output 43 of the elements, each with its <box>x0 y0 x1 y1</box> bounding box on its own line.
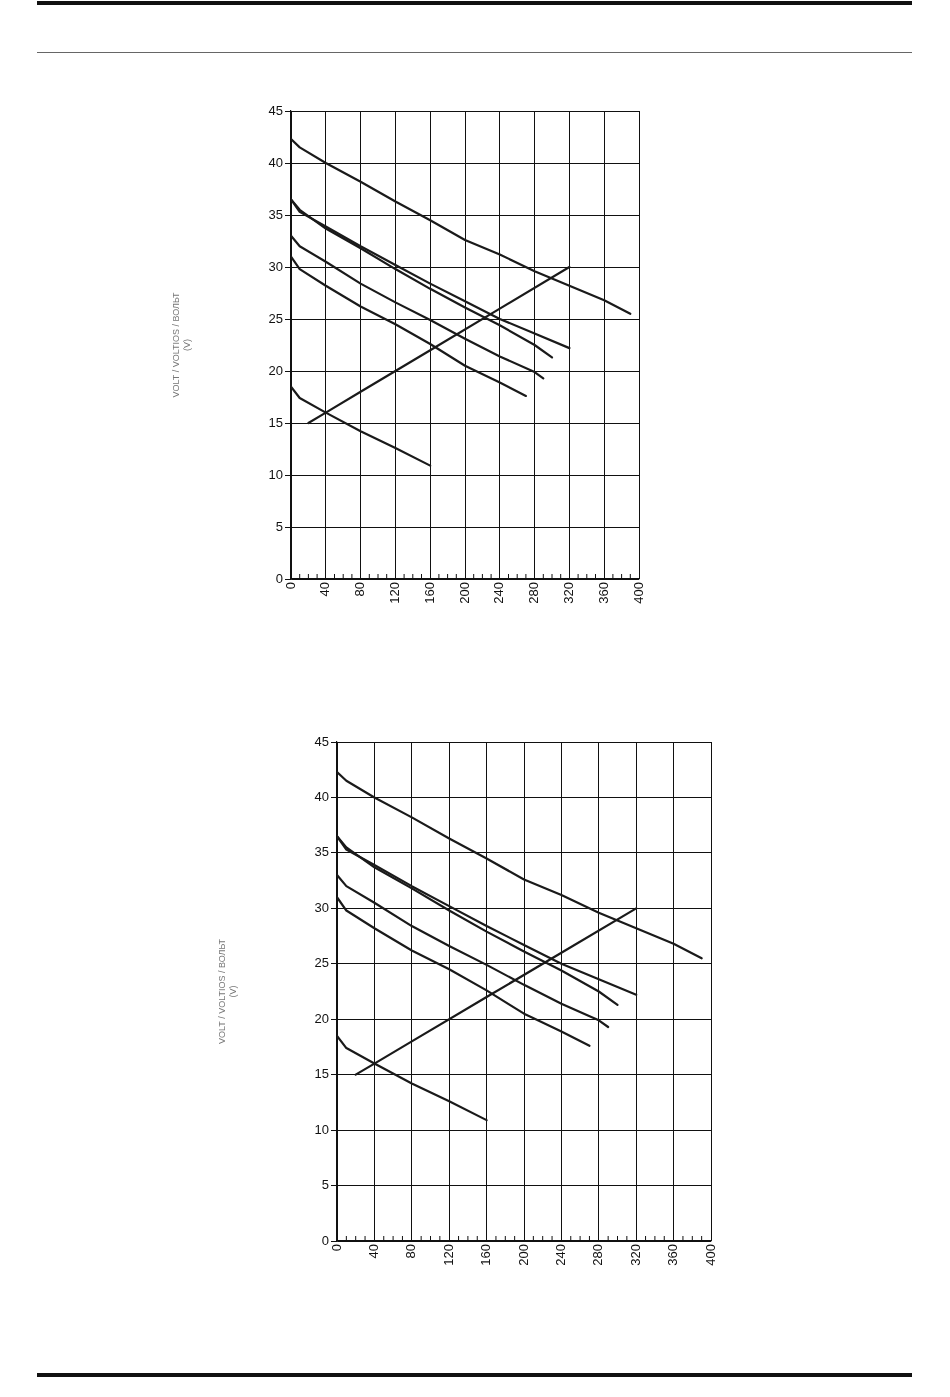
x-tick-label: 120 <box>386 582 402 604</box>
y-tick-label: 5 <box>275 518 283 534</box>
x-tick-label: 360 <box>595 582 611 604</box>
x-tick-label: 160 <box>421 582 437 604</box>
x-tick-label: 280 <box>590 1244 606 1266</box>
x-tick-label: 400 <box>702 1244 718 1266</box>
y-tick-label: 10 <box>314 1121 329 1137</box>
x-tick-label: 400 <box>630 582 646 604</box>
y-tick-label: 30 <box>268 258 283 274</box>
y-tick-label: 0 <box>321 1232 329 1248</box>
x-tick-label: 200 <box>515 1244 531 1266</box>
y-tick-label: 5 <box>321 1177 329 1193</box>
x-tick-label: 320 <box>627 1244 643 1266</box>
y-tick-label: 25 <box>268 310 283 326</box>
y-tick-label: 45 <box>268 102 283 118</box>
y-tick-label: 40 <box>314 789 329 805</box>
x-tick-label: 320 <box>560 582 576 604</box>
y-tick-label: 15 <box>268 414 283 430</box>
y-tick-label: 30 <box>314 899 329 915</box>
y-tick-label: 0 <box>275 570 283 586</box>
x-tick-label: 40 <box>365 1244 381 1259</box>
x-tick-label: 160 <box>478 1244 494 1266</box>
x-tick-label: 120 <box>440 1244 456 1266</box>
x-tick-label: 240 <box>552 1244 568 1266</box>
y-axis-title: VOLT / VOLTIOS / ВОЛЬТ (V) <box>170 291 192 398</box>
y-tick-label: 40 <box>268 154 283 170</box>
y-tick-label: 15 <box>314 1066 329 1082</box>
y-tick-label: 35 <box>268 206 283 222</box>
y-tick-label: 45 <box>314 733 329 749</box>
y-axis-title: VOLT / VOLTIOS / ВОЛЬТ (V) <box>216 938 238 1045</box>
x-tick-label: 200 <box>456 582 472 604</box>
x-tick-label: 0 <box>328 1244 344 1252</box>
x-tick-label: 0 <box>282 582 298 590</box>
y-tick-label: 25 <box>314 955 329 971</box>
x-tick-label: 360 <box>665 1244 681 1266</box>
x-tick-label: 280 <box>526 582 542 604</box>
x-tick-label: 80 <box>352 582 368 597</box>
x-tick-label: 80 <box>403 1244 419 1259</box>
y-tick-label: 35 <box>314 844 329 860</box>
y-tick-label: 10 <box>268 466 283 482</box>
x-tick-label: 240 <box>491 582 507 604</box>
y-tick-label: 20 <box>268 362 283 378</box>
y-tick-label: 20 <box>314 1010 329 1026</box>
